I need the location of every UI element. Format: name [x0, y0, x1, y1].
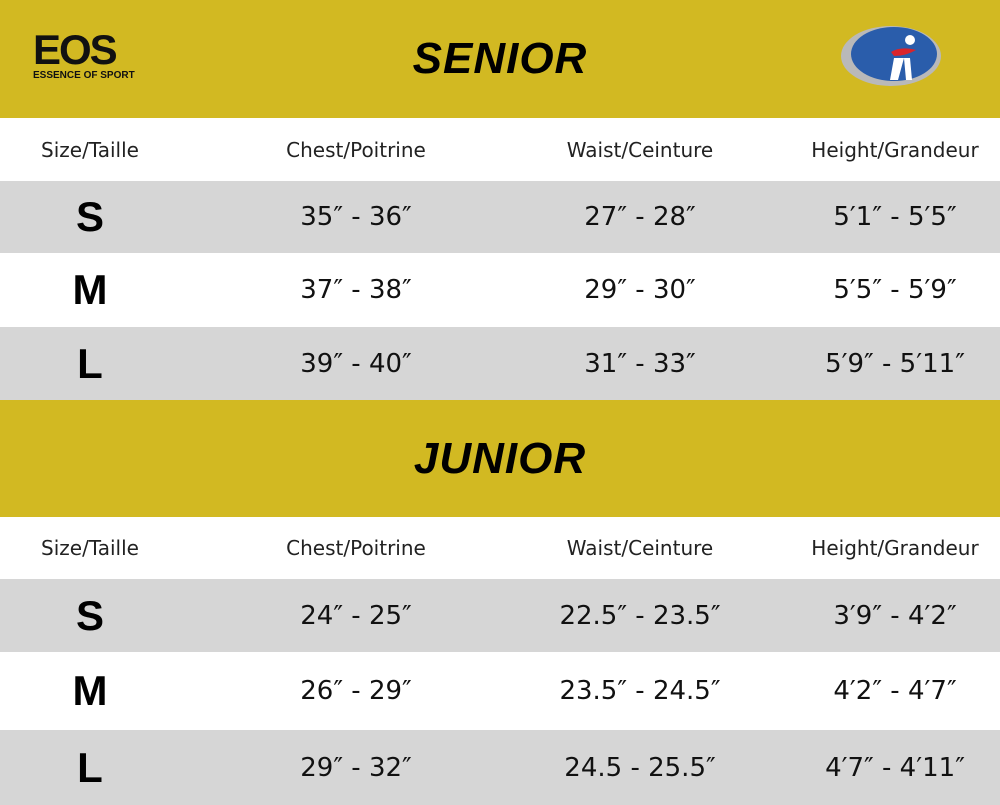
- junior-banner: JUNIOR: [0, 400, 1000, 517]
- cell-height: 5′5″ - 5′9″: [833, 275, 957, 305]
- header-height: Height/Grandeur: [811, 137, 979, 162]
- cell-height: 5′9″ - 5′11″: [825, 348, 965, 379]
- cell-chest: 39″ - 40″: [300, 348, 412, 379]
- table-row: S 24″ - 25″ 22.5″ - 23.5″ 3′9″ - 4′2″: [0, 579, 1000, 652]
- header-size: Size/Taille: [41, 137, 139, 162]
- cell-size: L: [77, 743, 103, 791]
- senior-title: SENIOR: [412, 34, 588, 83]
- table-row: L 29″ - 32″ 24.5 - 25.5″ 4′7″ - 4′11″: [0, 730, 1000, 805]
- table-row: S 35″ - 36″ 27″ - 28″ 5′1″ - 5′5″: [0, 181, 1000, 253]
- cell-height: 3′9″ - 4′2″: [833, 600, 957, 631]
- cell-size: M: [72, 266, 108, 313]
- senior-banner: EOS ESSENCE OF SPORT SENIOR: [0, 0, 1000, 118]
- junior-title: JUNIOR: [413, 433, 587, 483]
- cell-chest: 24″ - 25″: [300, 600, 412, 631]
- junior-header-row: Size/Taille Chest/Poitrine Waist/Ceinture H…: [0, 517, 1000, 579]
- header-waist: Waist/Ceinture: [566, 137, 714, 162]
- cell-chest: 26″ - 29″: [300, 676, 412, 706]
- table-row: M 37″ - 38″ 29″ - 30″ 5′5″ - 5′9″: [0, 253, 1000, 327]
- sport-badge-icon: [841, 26, 941, 86]
- table-row: L 39″ - 40″ 31″ - 33″ 5′9″ - 5′11″: [0, 327, 1000, 400]
- header-chest: Chest/Poitrine: [286, 536, 426, 560]
- cell-waist: 23.5″ - 24.5″: [559, 676, 721, 706]
- table-row: M 26″ - 29″ 23.5″ - 24.5″ 4′2″ - 4′7″: [0, 652, 1000, 730]
- eos-logo: EOS ESSENCE OF SPORT: [33, 26, 135, 82]
- header-chest: Chest/Poitrine: [286, 137, 426, 162]
- cell-waist: 31″ - 33″: [584, 348, 696, 379]
- cell-size: S: [75, 591, 105, 639]
- cell-waist: 22.5″ - 23.5″: [559, 600, 721, 631]
- cell-size: M: [72, 667, 108, 714]
- cell-waist: 29″ - 30″: [584, 275, 696, 305]
- header-height: Height/Grandeur: [811, 536, 979, 560]
- cell-waist: 24.5 - 25.5″: [564, 752, 716, 783]
- cell-height: 4′2″ - 4′7″: [833, 676, 957, 706]
- header-waist: Waist/Ceinture: [566, 536, 714, 560]
- cell-waist: 27″ - 28″: [584, 202, 696, 232]
- cell-height: 4′7″ - 4′11″: [825, 752, 965, 783]
- cell-chest: 29″ - 32″: [300, 752, 412, 783]
- cell-height: 5′1″ - 5′5″: [833, 202, 957, 232]
- cell-chest: 37″ - 38″: [300, 275, 412, 305]
- cell-size: S: [75, 193, 105, 240]
- cell-chest: 35″ - 36″: [300, 202, 412, 232]
- header-size: Size/Taille: [41, 536, 139, 560]
- senior-header-row: Size/Taille Chest/Poitrine Waist/Ceinture H…: [0, 118, 1000, 181]
- cell-size: L: [77, 339, 103, 387]
